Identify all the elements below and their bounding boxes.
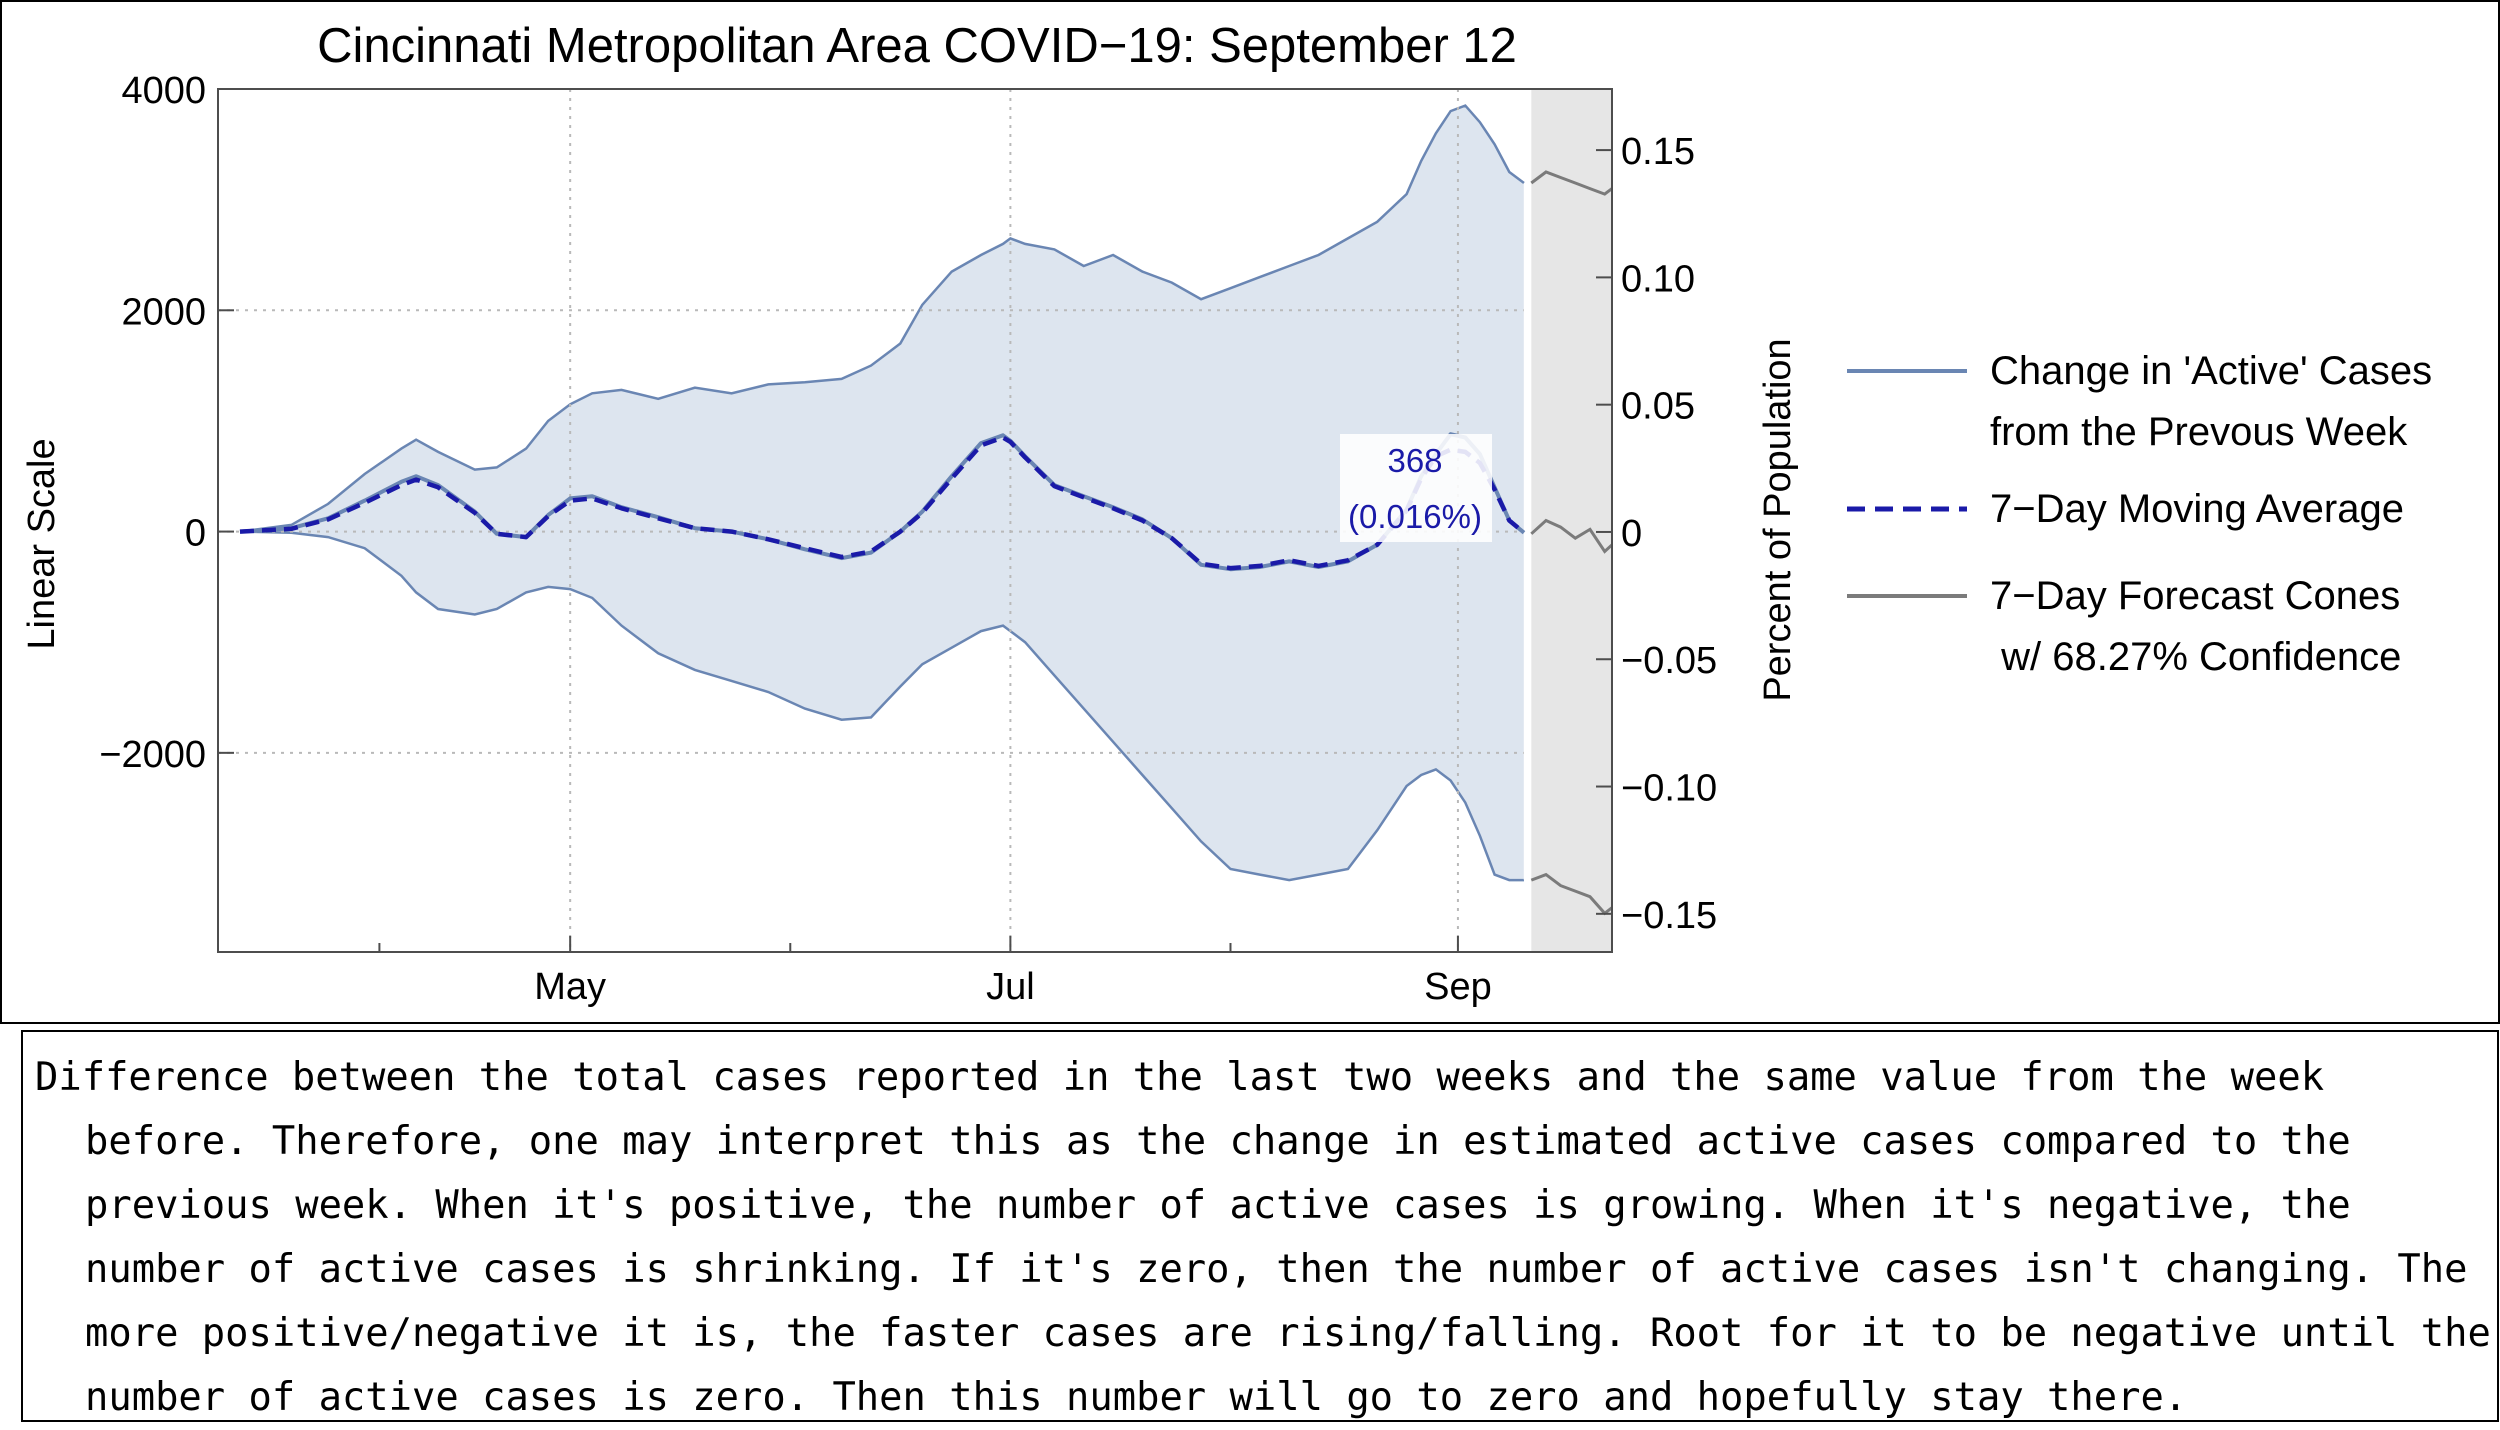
annotation-percent: (0.016%) — [1348, 498, 1482, 535]
chart-title: Cincinnati Metropolitan Area COVID−19: S… — [317, 19, 1517, 73]
y-tick-label-right-6: −0.15 — [1621, 895, 1717, 937]
y-tick-label-right-2: 0.05 — [1621, 386, 1695, 428]
legend-label-line: from the Prevous Week — [1990, 410, 2408, 454]
y-tick-label-right-4: −0.05 — [1621, 640, 1717, 682]
y-tick-label-left-2: 0 — [185, 513, 206, 555]
legend-label-line: w/ 68.27% Confidence — [1990, 635, 2401, 679]
forecast-layer — [1523, 89, 1614, 952]
annotation-layer: 368 (0.016%) — [1340, 434, 1492, 542]
x-tick-label-2: Sep — [1424, 966, 1492, 1008]
legend-label-forecast: 7−Day Forecast Cones w/ 68.27% Confidenc… — [1990, 574, 2401, 679]
x-tick-label-1: Jul — [986, 966, 1035, 1008]
forecast-region — [1531, 89, 1612, 952]
x-tick-label-0: May — [534, 966, 606, 1008]
confidence-band-upper-edge — [239, 104, 1525, 533]
legend-label-line: Change in 'Active' Cases — [1990, 349, 2432, 393]
legend-label-moving-average: 7−Day Moving Average — [1990, 487, 2404, 531]
plot-frame — [217, 88, 1613, 953]
legend: Change in 'Active' Cases from the Prevous… — [1847, 349, 2432, 679]
confidence-band-lower-edge — [239, 530, 1524, 882]
chart-svg: Cincinnati Metropolitan Area COVID−19: S… — [21, 19, 2432, 1008]
y-tick-label-right-0: 0.15 — [1621, 131, 1695, 173]
forecast-upper-line — [1530, 170, 1613, 196]
legend-label-active-cases: Change in 'Active' Cases from the Prevous… — [1990, 349, 2432, 454]
plot-border — [217, 88, 1613, 953]
annotation-value: 368 — [1387, 442, 1442, 479]
legend-label-line: 7−Day Forecast Cones — [1990, 574, 2400, 618]
confidence-band-fill — [240, 105, 1524, 881]
y-tick-label-right-1: 0.10 — [1621, 258, 1695, 300]
caption-text: Difference between the total cases repor… — [35, 1055, 2491, 1420]
y-axis-label-left: Linear Scale — [21, 438, 63, 649]
confidence-band-layer — [239, 104, 1525, 882]
annotation-box — [1340, 434, 1492, 542]
y-tick-label-left-3: −2000 — [99, 734, 206, 776]
y-tick-label-left-1: 2000 — [121, 291, 206, 333]
y-tick-label-right-5: −0.10 — [1621, 768, 1717, 810]
chart-frame: Cincinnati Metropolitan Area COVID−19: S… — [0, 0, 2500, 1024]
caption-box: Difference between the total cases repor… — [21, 1030, 2499, 1422]
y-tick-label-right-3: 0 — [1621, 513, 1642, 555]
forecast-middle-line — [1530, 518, 1614, 554]
legend-label-line: 7−Day Moving Average — [1990, 487, 2404, 531]
y-tick-label-left-0: 4000 — [121, 70, 206, 112]
y-axis-label-right: Percent of Population — [1757, 338, 1799, 701]
axes-layer: 4000 2000 0 −2000 0.15 0.10 0.05 0 −0.05 −0.10 −0.… — [99, 70, 1717, 1008]
